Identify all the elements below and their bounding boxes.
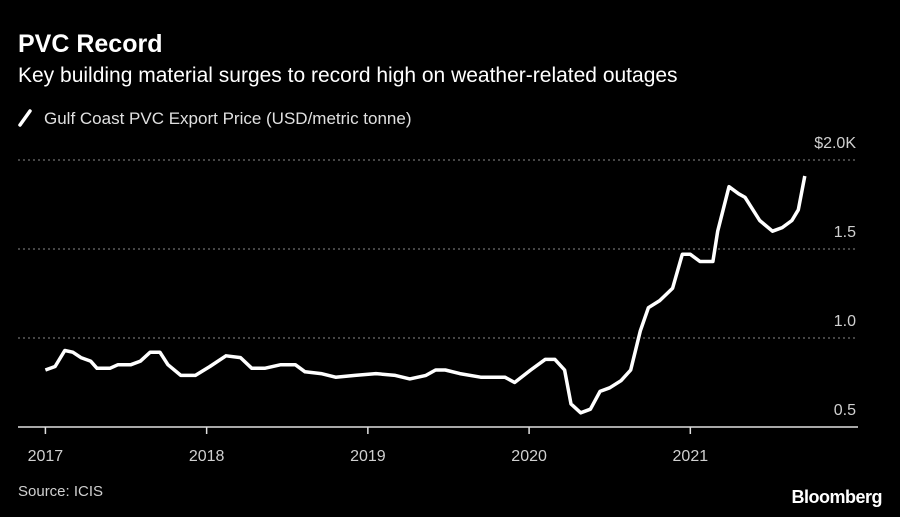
y-tick-label: $2.0K: [814, 135, 856, 152]
legend-swatch: [18, 109, 32, 127]
y-tick-label: 1.5: [834, 224, 856, 241]
x-tick-label: 2019: [350, 448, 386, 465]
chart-title: PVC Record: [18, 30, 162, 58]
legend-label: Gulf Coast PVC Export Price (USD/metric …: [44, 109, 412, 128]
x-tick-label: 2018: [189, 448, 225, 465]
price-line: [44, 175, 807, 415]
x-tick-label: 2021: [673, 448, 709, 465]
x-tick-label: 2017: [28, 448, 64, 465]
source: Source: ICIS: [18, 483, 103, 500]
brand-logo: Bloomberg: [791, 487, 882, 507]
y-tick-label: 1.0: [834, 313, 856, 330]
chart-subtitle: Key building material surges to record h…: [18, 64, 678, 87]
y-tick-label: 0.5: [834, 402, 856, 419]
x-tick-label: 2020: [511, 448, 547, 465]
